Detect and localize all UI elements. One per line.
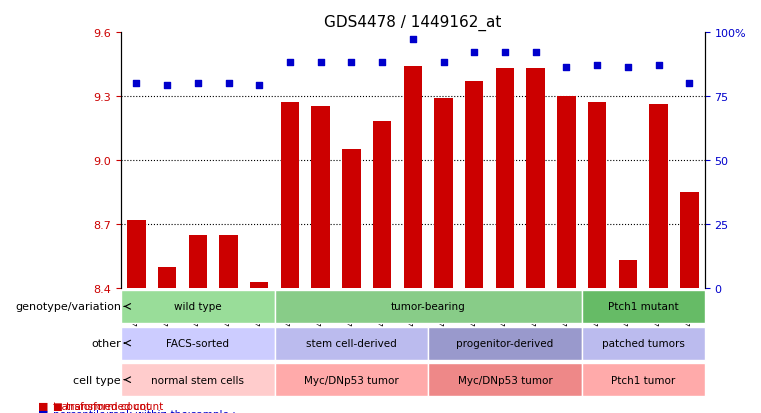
Text: Ptch1 mutant: Ptch1 mutant — [608, 301, 679, 312]
Bar — [435, 99, 453, 288]
Text: Myc/DNp53 tumor: Myc/DNp53 tumor — [304, 375, 399, 385]
Text: ■ transformed count: ■ transformed count — [53, 401, 164, 411]
Bar — [275, 33, 305, 288]
Point — [253, 83, 266, 90]
Point — [130, 81, 142, 87]
Bar — [527, 69, 545, 288]
Bar — [250, 282, 269, 288]
Bar — [281, 103, 299, 288]
Point — [652, 62, 664, 69]
Text: transformed count: transformed count — [53, 401, 151, 411]
Bar — [495, 69, 514, 288]
Bar — [121, 33, 151, 288]
Text: genotype/variation: genotype/variation — [15, 301, 121, 312]
Text: progenitor-derived: progenitor-derived — [457, 338, 553, 348]
Point — [314, 60, 326, 66]
Text: wild type: wild type — [174, 301, 221, 312]
Bar — [581, 33, 613, 288]
FancyBboxPatch shape — [581, 290, 705, 323]
Bar — [183, 33, 213, 288]
FancyBboxPatch shape — [121, 363, 275, 396]
Bar — [373, 122, 391, 288]
Point — [284, 60, 296, 66]
Bar — [557, 97, 575, 288]
FancyBboxPatch shape — [275, 327, 428, 360]
Bar — [428, 33, 459, 288]
Bar — [403, 66, 422, 288]
Text: Myc/DNp53 tumor: Myc/DNp53 tumor — [457, 375, 552, 385]
Bar — [244, 33, 275, 288]
Point — [622, 65, 634, 71]
Bar — [521, 33, 551, 288]
Bar — [643, 33, 674, 288]
Point — [499, 50, 511, 56]
Text: ■: ■ — [38, 409, 49, 413]
Title: GDS4478 / 1449162_at: GDS4478 / 1449162_at — [324, 15, 501, 31]
Bar — [489, 33, 521, 288]
Point — [376, 60, 388, 66]
FancyBboxPatch shape — [581, 363, 705, 396]
Bar — [342, 150, 361, 288]
Text: tumor-bearing: tumor-bearing — [391, 301, 466, 312]
FancyBboxPatch shape — [428, 327, 581, 360]
Bar — [459, 33, 489, 288]
Point — [468, 50, 480, 56]
Point — [438, 60, 450, 66]
Bar — [397, 33, 428, 288]
Text: stem cell-derived: stem cell-derived — [306, 338, 396, 348]
Point — [591, 62, 603, 69]
Point — [222, 81, 234, 87]
Bar — [680, 192, 699, 288]
Text: Ptch1 tumor: Ptch1 tumor — [611, 375, 675, 385]
Point — [530, 50, 542, 56]
Point — [683, 81, 696, 87]
Text: ■: ■ — [38, 401, 49, 411]
Bar — [588, 103, 607, 288]
Bar — [674, 33, 705, 288]
Bar — [613, 33, 643, 288]
Bar — [189, 235, 207, 288]
Bar — [465, 81, 483, 288]
Bar — [619, 261, 637, 288]
FancyBboxPatch shape — [428, 363, 581, 396]
FancyBboxPatch shape — [275, 290, 581, 323]
Bar — [305, 33, 336, 288]
Text: FACS-sorted: FACS-sorted — [167, 338, 229, 348]
Point — [192, 81, 204, 87]
FancyBboxPatch shape — [275, 363, 428, 396]
Text: other: other — [91, 338, 121, 348]
FancyBboxPatch shape — [581, 327, 705, 360]
Bar — [311, 107, 330, 288]
Text: percentile rank within the sample: percentile rank within the sample — [53, 409, 229, 413]
Text: normal stem cells: normal stem cells — [151, 375, 244, 385]
Text: ■ percentile rank within the sample: ■ percentile rank within the sample — [53, 411, 242, 413]
FancyBboxPatch shape — [121, 290, 275, 323]
Point — [406, 37, 419, 43]
FancyBboxPatch shape — [121, 327, 275, 360]
Bar — [367, 33, 397, 288]
Bar — [219, 235, 237, 288]
Bar — [158, 267, 177, 288]
Bar — [213, 33, 244, 288]
Text: cell type: cell type — [73, 375, 121, 385]
Bar — [127, 220, 145, 288]
Point — [560, 65, 572, 71]
Bar — [551, 33, 581, 288]
Point — [161, 83, 174, 90]
Text: patched tumors: patched tumors — [602, 338, 685, 348]
Bar — [151, 33, 183, 288]
Bar — [336, 33, 367, 288]
Point — [345, 60, 358, 66]
Bar — [649, 105, 668, 288]
